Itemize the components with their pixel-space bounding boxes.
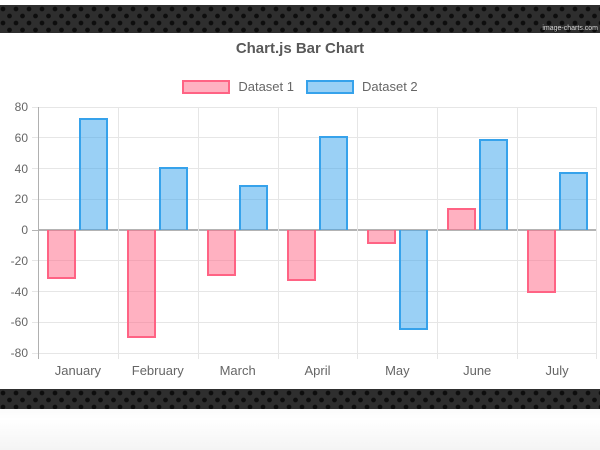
x-gridline <box>197 107 199 353</box>
bar-dataset-2-april <box>319 136 348 230</box>
x-tick-mark <box>517 353 519 359</box>
bar-dataset-1-june <box>446 208 476 230</box>
x-tick-mark <box>596 353 597 359</box>
y-tick-mark <box>32 198 38 200</box>
y-gridline <box>38 106 597 108</box>
legend-item-dataset-1: Dataset 1 <box>182 79 294 94</box>
y-tick-label: 40 <box>14 161 28 176</box>
x-tick-label: June <box>463 363 492 378</box>
y-gridline <box>38 137 597 139</box>
bottom-dotted-band <box>0 389 600 409</box>
bar-dataset-1-july <box>526 230 556 294</box>
bar-dataset-2-july <box>558 171 588 230</box>
y-gridline <box>38 168 597 169</box>
x-gridline <box>277 107 279 353</box>
y-tick-mark <box>32 137 38 139</box>
x-tick-label: April <box>304 363 331 378</box>
bar-dataset-1-march <box>207 230 237 277</box>
x-tick-mark <box>437 353 439 359</box>
zero-gridline <box>38 229 597 231</box>
bar-dataset-2-february <box>159 166 189 230</box>
x-tick-label: January <box>54 363 102 378</box>
x-tick-mark <box>117 353 119 359</box>
x-gridline <box>596 107 597 353</box>
y-gridline <box>38 198 597 200</box>
y-axis-ticks <box>32 106 38 354</box>
top-dotted-band: image-charts.com <box>0 5 600 33</box>
x-axis-labels: January February March April May June July <box>38 363 597 381</box>
x-tick-label: February <box>131 363 184 378</box>
legend-label: Dataset 2 <box>362 79 418 94</box>
y-tick-label: 0 <box>21 223 28 237</box>
x-tick-mark <box>277 353 279 359</box>
bar-dataset-1-may <box>366 230 396 244</box>
y-tick-mark <box>32 321 38 323</box>
legend-label: Dataset 1 <box>238 79 294 94</box>
y-gridline <box>38 260 597 262</box>
y-tick-label: -60 <box>10 315 28 330</box>
x-gridline <box>117 107 119 353</box>
y-gridline <box>38 291 597 292</box>
y-tick-label: 80 <box>14 100 28 114</box>
bar-dataset-2-may <box>398 230 428 330</box>
y-tick-label: 60 <box>14 130 28 145</box>
x-gridline <box>437 107 439 353</box>
x-tick-mark <box>38 353 39 359</box>
bar-dataset-2-june <box>478 139 508 230</box>
x-tick-mark <box>357 353 359 359</box>
y-tick-label: -20 <box>10 253 28 268</box>
x-gridline <box>357 107 359 353</box>
chart-title: Chart.js Bar Chart <box>235 40 365 57</box>
legend-item-dataset-2: Dataset 2 <box>306 79 418 94</box>
y-gridline <box>38 352 597 354</box>
x-tick-label: May <box>385 363 410 378</box>
x-tick-label: March <box>219 363 256 378</box>
y-tick-mark <box>32 106 38 108</box>
y-tick-label: -80 <box>10 346 28 360</box>
x-tick-label: July <box>545 363 569 378</box>
y-tick-mark <box>32 352 38 354</box>
y-tick-mark <box>32 229 38 231</box>
legend-swatch <box>182 79 231 94</box>
legend: Dataset 1 Dataset 2 <box>0 79 600 94</box>
bar-dataset-1-january <box>47 230 77 280</box>
x-tick-mark <box>197 353 199 359</box>
y-tick-mark <box>32 168 38 169</box>
plot-area <box>38 106 597 354</box>
x-gridline <box>38 107 39 353</box>
watermark-text: image-charts.com <box>542 25 598 32</box>
x-axis-ticks <box>38 353 597 359</box>
y-tick-label: 20 <box>14 192 28 207</box>
y-axis-labels: 80 60 40 20 0 -20 -40 -60 -80 <box>0 101 28 359</box>
legend-swatch <box>306 79 354 94</box>
bar-dataset-1-february <box>127 230 157 338</box>
bar-dataset-2-march <box>239 185 269 230</box>
y-tick-label: -40 <box>10 284 28 299</box>
x-gridline <box>517 107 519 353</box>
bottom-gradient-area <box>0 409 600 450</box>
bar-dataset-1-april <box>287 230 316 281</box>
y-tick-mark <box>32 260 38 262</box>
y-tick-mark <box>32 291 38 292</box>
y-gridline <box>38 321 597 323</box>
bar-dataset-2-january <box>79 117 109 230</box>
